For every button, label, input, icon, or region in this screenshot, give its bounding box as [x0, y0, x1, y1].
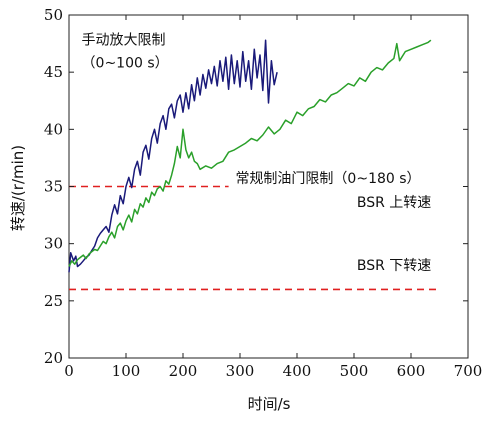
- x-tick-label: 600: [397, 362, 426, 380]
- y-axis-title: 转速/(r/min): [9, 145, 27, 231]
- annotation-3: 常规制油门限制（0~180 s）: [235, 171, 420, 187]
- x-tick-label: 700: [454, 362, 483, 380]
- x-tick-label: 100: [112, 362, 141, 380]
- y-tick-label: 25: [44, 292, 63, 310]
- x-tick-label: 0: [64, 362, 74, 380]
- annotation-4: BSR 上转速: [357, 195, 431, 211]
- series-line-1: [68, 39, 278, 273]
- y-tick-label: 20: [44, 349, 63, 367]
- x-tick-label: 500: [340, 362, 369, 380]
- x-tick-label: 200: [169, 362, 198, 380]
- x-tick-label: 400: [283, 362, 312, 380]
- y-tick-label: 45: [44, 63, 63, 81]
- annotation-5: BSR 下转速: [357, 258, 431, 274]
- series-line-2: [68, 39, 432, 267]
- x-axis-title: 时间/s: [248, 395, 291, 413]
- annotation-1: 手动放大限制: [82, 33, 166, 49]
- x-tick-label: 300: [226, 362, 255, 380]
- y-tick-label: 40: [44, 120, 63, 138]
- annotation-2: （0~100 s）: [82, 56, 169, 72]
- y-tick-label: 50: [44, 6, 63, 24]
- y-tick-label: 30: [44, 235, 63, 253]
- y-tick-label: 35: [44, 178, 63, 196]
